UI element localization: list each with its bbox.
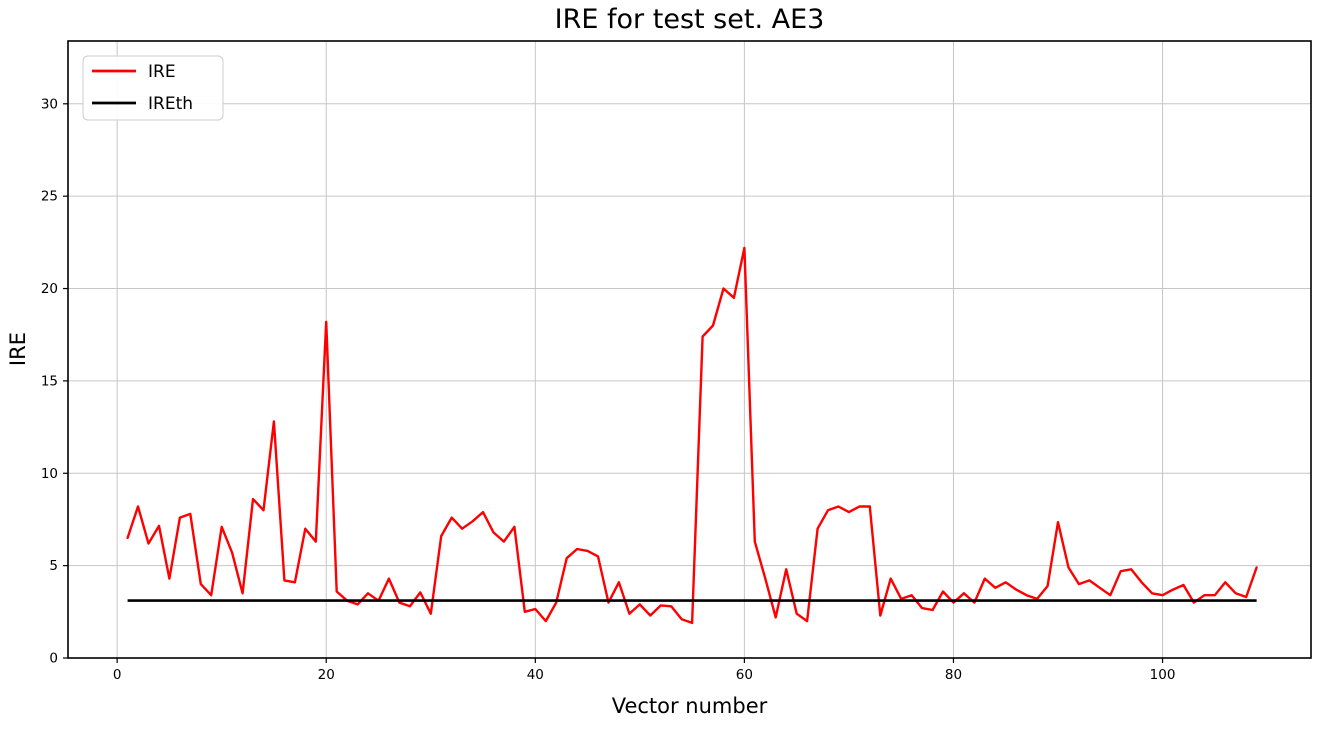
x-tick-label: 0 bbox=[113, 667, 122, 683]
y-tick-label: 30 bbox=[41, 96, 58, 112]
legend-ireth-label: IREth bbox=[148, 94, 193, 114]
y-tick-label: 5 bbox=[49, 558, 58, 574]
y-tick-label: 10 bbox=[41, 466, 58, 482]
y-axis-label-container: IRE bbox=[6, 41, 30, 658]
chart-title: IRE for test set. AE3 bbox=[554, 4, 825, 35]
y-axis-label: IRE bbox=[6, 332, 30, 367]
x-tick-label: 80 bbox=[945, 667, 962, 683]
x-tick-label: 20 bbox=[318, 667, 335, 683]
y-tick-label: 15 bbox=[41, 373, 58, 389]
y-tick-label: 20 bbox=[41, 281, 58, 297]
ire-line bbox=[126, 246, 1258, 625]
x-tick-label: 100 bbox=[1150, 667, 1176, 683]
legend-ire-label: IRE bbox=[148, 62, 176, 82]
y-tick-label: 25 bbox=[41, 189, 58, 205]
plot-border bbox=[67, 40, 1312, 659]
x-axis-label: Vector number bbox=[611, 694, 768, 718]
x-tick-label: 60 bbox=[736, 667, 753, 683]
x-tick-label: 40 bbox=[527, 667, 544, 683]
y-tick-label: 0 bbox=[49, 651, 58, 667]
